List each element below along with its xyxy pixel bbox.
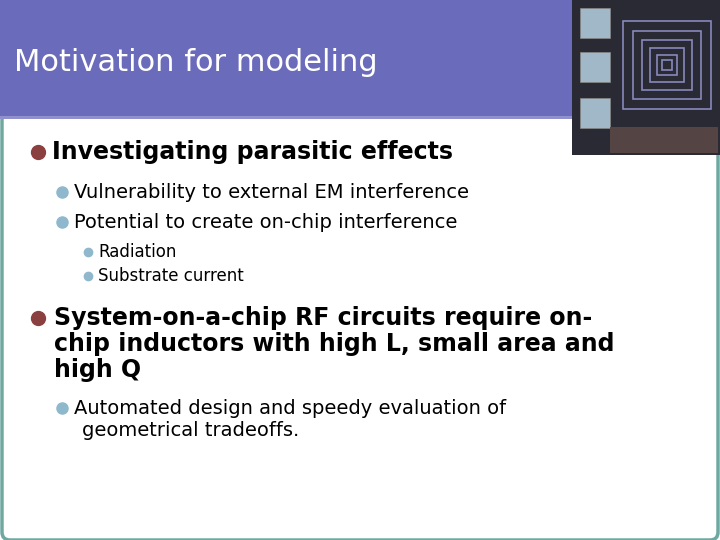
Text: chip inductors with high L, small area and: chip inductors with high L, small area a… — [54, 332, 614, 356]
Text: high Q: high Q — [54, 358, 141, 382]
Bar — [580, 98, 610, 128]
Bar — [580, 52, 610, 82]
Text: System-on-a-chip RF circuits require on-: System-on-a-chip RF circuits require on- — [54, 306, 593, 330]
Text: Radiation: Radiation — [99, 243, 177, 261]
Bar — [610, 127, 718, 153]
Bar — [580, 8, 610, 38]
Bar — [623, 21, 711, 109]
Bar — [0, 0, 720, 116]
Bar — [650, 48, 684, 82]
Text: Substrate current: Substrate current — [99, 267, 244, 285]
Text: Motivation for modeling: Motivation for modeling — [14, 48, 377, 77]
Bar — [572, 0, 720, 155]
Text: Vulnerability to external EM interference: Vulnerability to external EM interferenc… — [74, 183, 469, 201]
Bar — [633, 31, 701, 99]
Bar — [642, 40, 692, 90]
Text: Investigating parasitic effects: Investigating parasitic effects — [52, 140, 453, 164]
Text: Potential to create on-chip interference: Potential to create on-chip interference — [74, 213, 458, 232]
Bar — [657, 55, 677, 75]
Text: geometrical tradeoffs.: geometrical tradeoffs. — [82, 421, 300, 440]
FancyBboxPatch shape — [2, 112, 718, 540]
Text: Automated design and speedy evaluation of: Automated design and speedy evaluation o… — [74, 399, 506, 417]
Bar — [0, 116, 720, 119]
Bar — [662, 60, 672, 70]
